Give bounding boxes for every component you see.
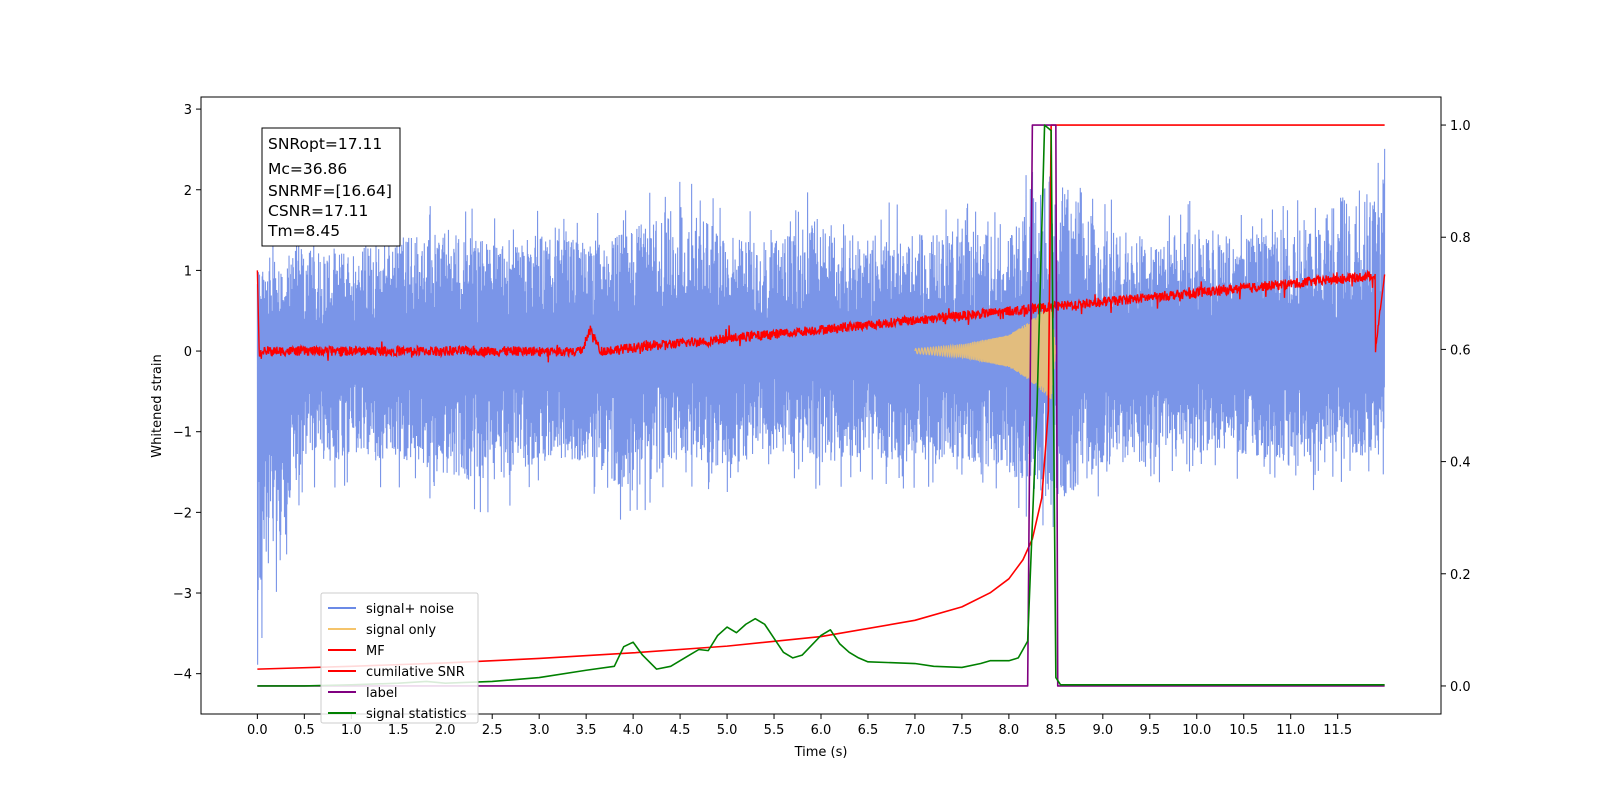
y2-tick-label: 0.4 bbox=[1450, 456, 1471, 471]
x-tick-label: 7.0 bbox=[905, 723, 926, 738]
x-tick-label: 1.5 bbox=[388, 723, 409, 738]
x-tick-label: 7.5 bbox=[952, 723, 973, 738]
x-tick-label: 10.5 bbox=[1229, 723, 1258, 738]
x-tick-label: 6.5 bbox=[858, 723, 879, 738]
x-tick-label: 0.0 bbox=[247, 723, 268, 738]
y-tick-label: −4 bbox=[173, 668, 192, 683]
x-tick-label: 1.0 bbox=[341, 723, 362, 738]
series-cumulative-snr-line bbox=[257, 124, 1385, 670]
legend-label: label bbox=[366, 686, 397, 701]
x-tick-label: 11.5 bbox=[1323, 723, 1352, 738]
snr-mf-annotation: SNRMF=[16.64] bbox=[268, 182, 392, 200]
series-signal-statistics-line bbox=[257, 124, 1385, 687]
y-tick-label: 0 bbox=[184, 345, 192, 360]
legend-frame bbox=[320, 592, 479, 724]
series-signal-noise-line bbox=[256, 148, 1386, 665]
x-tick-label: 5.0 bbox=[717, 723, 738, 738]
series-signal-only-line bbox=[914, 305, 1057, 400]
snr-opt-annotation: SNRopt=17.11 bbox=[268, 135, 382, 153]
x-axis-label: Time (s) bbox=[794, 745, 848, 760]
y2-tick-label: 0.0 bbox=[1450, 680, 1471, 695]
y2-tick-label: 0.2 bbox=[1450, 568, 1471, 583]
y2-axis-right: 1.0 0.8 0.6 0.4 0.2 0.0 bbox=[1441, 119, 1471, 695]
x-tick-label: 4.5 bbox=[670, 723, 691, 738]
x-tick-label: 0.5 bbox=[294, 723, 315, 738]
y-axis: 3 2 1 0 −1 −2 −3 −4 bbox=[173, 103, 201, 683]
series-layer bbox=[256, 124, 1386, 687]
y-tick-label: −3 bbox=[173, 587, 192, 602]
y-tick-label: −2 bbox=[173, 506, 192, 521]
x-tick-label: 2.5 bbox=[482, 723, 503, 738]
x-tick-label: 9.0 bbox=[1092, 723, 1113, 738]
legend-label: signal only bbox=[366, 623, 436, 638]
legend-label: signal+ noise bbox=[366, 602, 454, 617]
tm-annotation: Tm=8.45 bbox=[267, 222, 340, 240]
mc-annotation: Mc=36.86 bbox=[268, 160, 347, 178]
parameter-box: SNRopt=17.11 Mc=36.86 SNRMF=[16.64] CSNR… bbox=[261, 127, 401, 247]
legend: signal+ noise signal only MF cumilative SNR… bbox=[320, 592, 479, 724]
x-axis: 0.0 0.5 1.0 1.5 2.0 2.5 3.0 3.5 4.0 4.5 5.0 5.5 6.0 6… bbox=[247, 714, 1352, 738]
parameter-box-frame bbox=[261, 127, 401, 247]
legend-label: cumilative SNR bbox=[366, 665, 465, 680]
y-tick-label: −1 bbox=[173, 426, 192, 441]
x-tick-label: 10.0 bbox=[1182, 723, 1211, 738]
csnr-annotation: CSNR=17.11 bbox=[268, 202, 368, 220]
x-tick-label: 8.0 bbox=[999, 723, 1020, 738]
y2-tick-label: 1.0 bbox=[1450, 119, 1471, 134]
x-tick-label: 4.0 bbox=[623, 723, 644, 738]
x-tick-label: 3.5 bbox=[576, 723, 597, 738]
x-tick-label: 5.5 bbox=[764, 723, 785, 738]
x-tick-label: 6.0 bbox=[811, 723, 832, 738]
y2-tick-label: 0.6 bbox=[1450, 343, 1471, 358]
y-axis-label: Whitened strain bbox=[150, 354, 165, 457]
y-tick-label: 2 bbox=[184, 184, 192, 199]
x-tick-label: 8.5 bbox=[1046, 723, 1067, 738]
x-tick-label: 3.0 bbox=[529, 723, 550, 738]
series-mf-line bbox=[256, 269, 1386, 363]
y-tick-label: 1 bbox=[184, 264, 192, 279]
y2-tick-label: 0.8 bbox=[1450, 231, 1471, 246]
x-tick-label: 2.0 bbox=[435, 723, 456, 738]
legend-label: MF bbox=[366, 644, 385, 659]
y-tick-label: 3 bbox=[184, 103, 192, 118]
legend-label: signal statistics bbox=[366, 707, 467, 722]
x-tick-label: 11.0 bbox=[1276, 723, 1305, 738]
x-tick-label: 9.5 bbox=[1139, 723, 1160, 738]
